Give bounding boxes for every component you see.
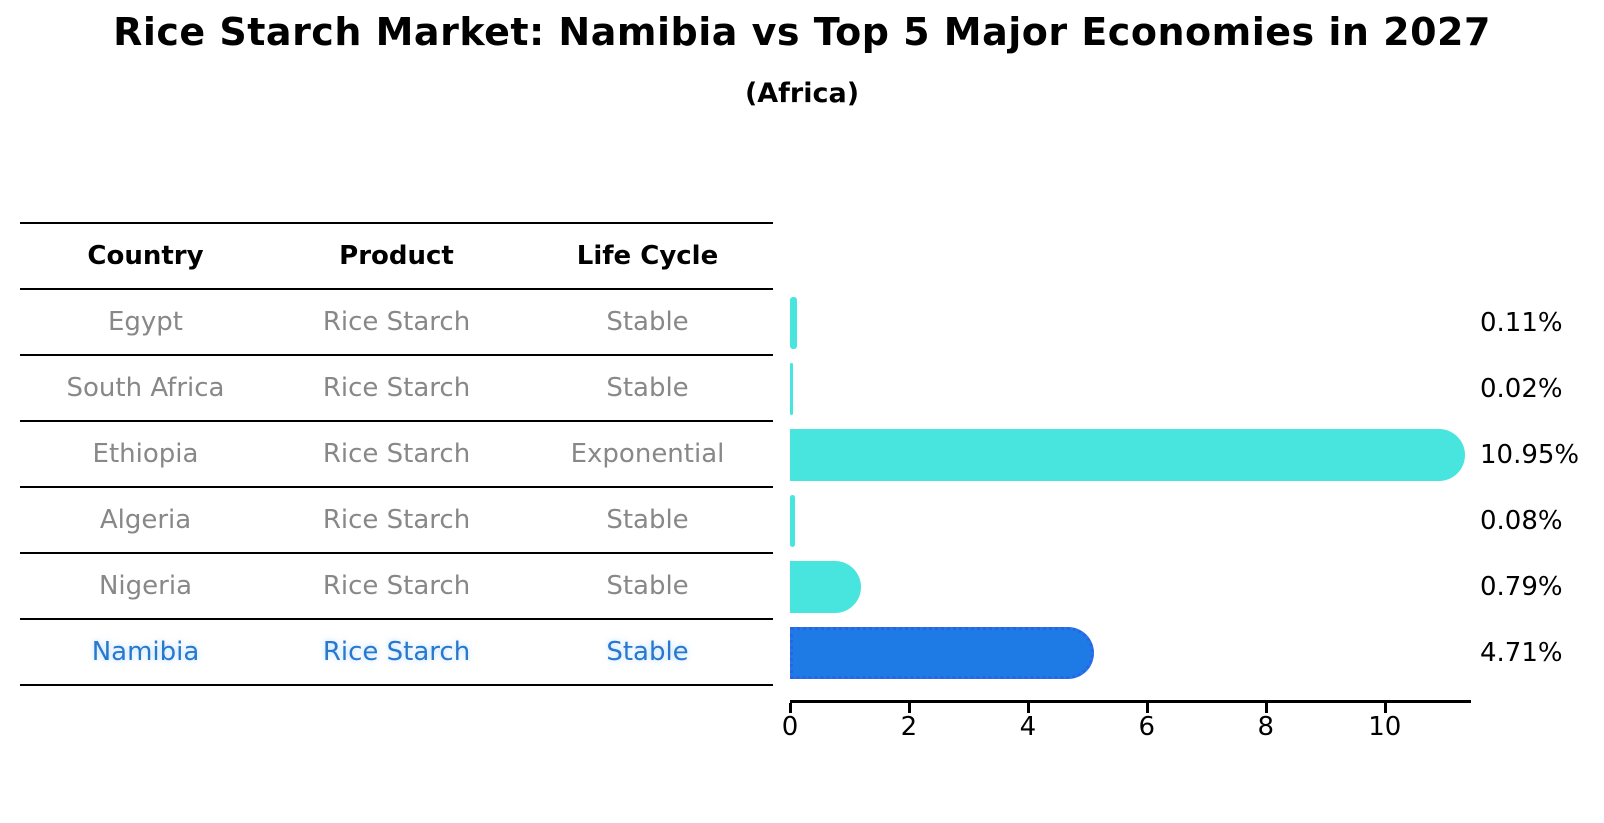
bar-chart: 0.11% 0.02% 10.95% 0.08% 0.79% 4.71% <box>790 290 1579 686</box>
table-row-egypt: Egypt Rice Starch Stable <box>20 290 773 356</box>
x-tick-mark <box>907 703 911 713</box>
bar-row-south-africa: 0.02% <box>790 356 1563 422</box>
col-header-life-cycle: Life Cycle <box>576 241 719 271</box>
chart-subtitle: (Africa) <box>744 78 860 109</box>
col-header-country: Country <box>87 241 204 271</box>
cell-country: Algeria <box>99 505 192 535</box>
col-header-product: Product <box>339 241 454 271</box>
bar-row-egypt: 0.11% <box>790 290 1563 356</box>
cell-country: Namibia <box>91 637 200 667</box>
x-axis-line <box>790 700 1471 703</box>
cell-country: South Africa <box>66 373 225 403</box>
x-tick-label: 8 <box>1257 712 1275 742</box>
cell-life-cycle: Exponential <box>570 439 725 469</box>
cell-life-cycle: Stable <box>606 307 689 337</box>
bar-nigeria <box>790 561 861 613</box>
bar-value-label: 4.71% <box>1480 638 1563 668</box>
cell-life-cycle: Stable <box>606 637 689 667</box>
bar-value-label: 0.02% <box>1480 374 1563 404</box>
x-tick-label: 0 <box>781 712 799 742</box>
bar-namibia <box>790 627 1095 679</box>
country-table: Country Product Life Cycle Egypt Rice St… <box>20 222 773 686</box>
bar-value-label: 0.08% <box>1480 506 1563 536</box>
cell-product: Rice Starch <box>322 307 471 337</box>
bar-value-label: 0.79% <box>1480 572 1563 602</box>
x-tick-label: 10 <box>1368 712 1402 742</box>
cell-product: Rice Starch <box>322 571 471 601</box>
x-tick-mark <box>1383 703 1387 713</box>
cell-life-cycle: Stable <box>606 571 689 601</box>
table-row-algeria: Algeria Rice Starch Stable <box>20 488 773 554</box>
x-tick-label: 2 <box>900 712 918 742</box>
bar-egypt <box>790 297 797 349</box>
bar-row-algeria: 0.08% <box>790 488 1563 554</box>
cell-life-cycle: Stable <box>606 505 689 535</box>
cell-country: Egypt <box>107 307 184 337</box>
x-tick-mark <box>1026 703 1030 713</box>
bar-row-namibia: 4.71% <box>790 620 1563 686</box>
table-row-ethiopia: Ethiopia Rice Starch Exponential <box>20 422 773 488</box>
bar-row-nigeria: 0.79% <box>790 554 1563 620</box>
chart-title: Rice Starch Market: Namibia vs Top 5 Maj… <box>113 10 1491 54</box>
table-header-row: Country Product Life Cycle <box>20 224 773 290</box>
bar-south-africa <box>790 363 793 415</box>
cell-country: Nigeria <box>98 571 193 601</box>
cell-product: Rice Starch <box>322 439 471 469</box>
x-tick-label: 4 <box>1019 712 1037 742</box>
cell-product: Rice Starch <box>322 505 471 535</box>
bar-ethiopia <box>790 429 1466 481</box>
cell-life-cycle: Stable <box>606 373 689 403</box>
bar-row-ethiopia: 10.95% <box>790 422 1579 488</box>
x-tick-mark <box>789 703 792 713</box>
x-tick-mark <box>1264 703 1268 713</box>
cell-product: Rice Starch <box>322 373 471 403</box>
cell-product: Rice Starch <box>322 637 471 667</box>
bar-value-label: 0.11% <box>1480 308 1563 338</box>
bar-algeria <box>790 495 795 547</box>
cell-country: Ethiopia <box>92 439 199 469</box>
bar-value-label: 10.95% <box>1480 440 1580 470</box>
table-row-namibia: Namibia Rice Starch Stable <box>20 620 773 686</box>
table-row-nigeria: Nigeria Rice Starch Stable <box>20 554 773 620</box>
table-row-south-africa: South Africa Rice Starch Stable <box>20 356 773 422</box>
x-tick-label: 6 <box>1138 712 1156 742</box>
x-tick-mark <box>1145 703 1149 713</box>
